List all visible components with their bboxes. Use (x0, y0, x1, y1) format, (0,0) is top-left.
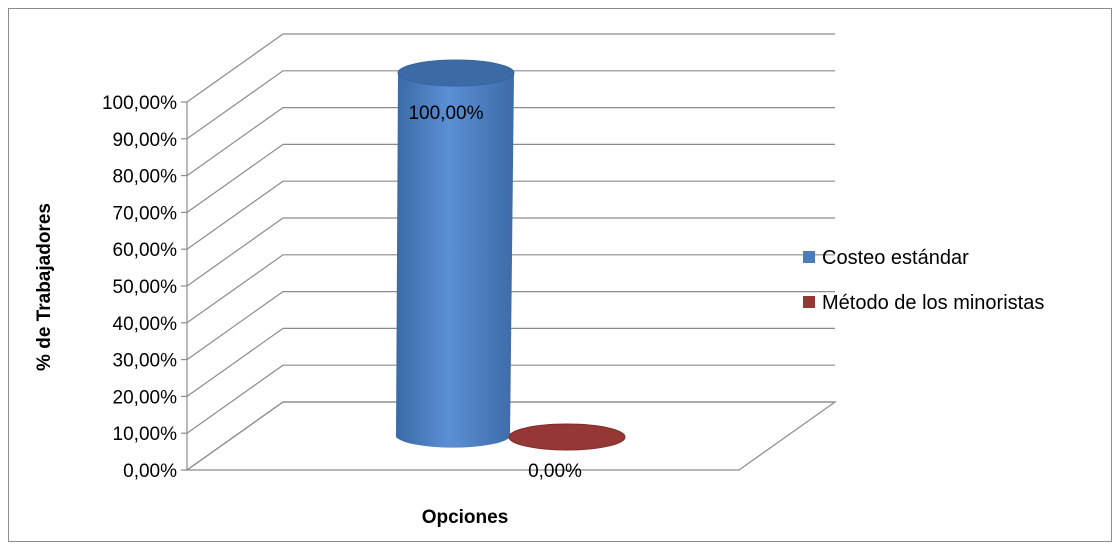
bar-metodo-minoristas (508, 423, 626, 451)
gridline (186, 364, 835, 434)
gridline (186, 217, 835, 287)
y-axis-title: % de Trabajadores (34, 203, 55, 371)
bar-costeo-estandar (396, 59, 515, 448)
gridline (186, 291, 835, 361)
bar-top (397, 59, 515, 87)
gridline (186, 254, 835, 324)
legend-label-costeo: Costeo estándar (822, 247, 969, 269)
chart-frame (8, 8, 1112, 542)
gridline (186, 401, 835, 471)
data-label: 0,00% (528, 461, 582, 482)
gridline (186, 70, 835, 140)
legend-swatch-costeo (803, 251, 815, 263)
x-axis-title: Opciones (422, 507, 509, 528)
bar-top (508, 423, 626, 451)
y-tick-label: 0,00% (123, 461, 177, 482)
gridline (186, 180, 835, 250)
data-labels: 100,00% 0,00% (408, 103, 582, 482)
gridlines (181, 33, 835, 471)
y-tick-label: 100,00% (102, 93, 177, 114)
bar-body (396, 73, 514, 448)
y-tick-label: 50,00% (113, 277, 178, 298)
gridline (186, 106, 835, 177)
gridline (186, 327, 835, 397)
y-tick-label: 80,00% (113, 167, 178, 188)
y-tick-label: 60,00% (113, 240, 178, 261)
bars (396, 59, 626, 451)
y-tick-label: 10,00% (113, 424, 178, 445)
legend-label-minoristas: Método de los minoristas (822, 292, 1044, 314)
y-tick-label: 70,00% (113, 203, 178, 224)
legend: Costeo estándar Método de los minoristas (803, 247, 1044, 314)
y-tick-labels: 0,00% 10,00% 20,00% 30,00% 40,00% 50,00% 60,00… (102, 93, 177, 482)
y-tick-label: 20,00% (113, 387, 178, 408)
gridline (186, 33, 835, 103)
y-tick-label: 40,00% (113, 314, 178, 335)
y-tick-label: 90,00% (113, 130, 178, 151)
data-label: 100,00% (408, 103, 483, 124)
legend-swatch-minoristas (803, 296, 815, 308)
y-tick-label: 30,00% (113, 351, 178, 372)
gridline (186, 143, 835, 213)
